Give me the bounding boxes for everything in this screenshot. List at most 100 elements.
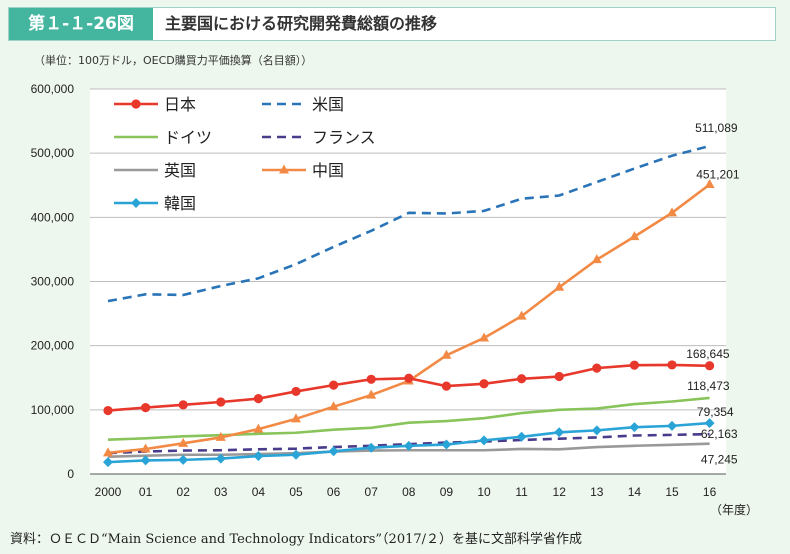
- data-point: [629, 422, 640, 433]
- data-point: [667, 207, 677, 217]
- x-tick-label: 16: [703, 485, 717, 499]
- data-point: [366, 389, 377, 399]
- x-tick-label: 08: [402, 485, 416, 499]
- data-point: [441, 439, 452, 450]
- x-tick-label: 13: [590, 485, 604, 499]
- data-label: 79,354: [697, 405, 734, 419]
- data-point: [178, 437, 189, 447]
- data-point: [328, 401, 339, 411]
- data-point: [178, 454, 189, 465]
- legend-label: 中国: [312, 161, 344, 180]
- data-point: [516, 431, 527, 442]
- x-tick-label: 12: [553, 485, 567, 499]
- data-point: [131, 99, 141, 109]
- data-point: [704, 178, 715, 188]
- data-point: [140, 455, 151, 466]
- x-tick-label: 09: [440, 485, 454, 499]
- data-point: [592, 363, 602, 373]
- data-label: 168,645: [686, 347, 730, 361]
- data-point: [279, 164, 289, 174]
- data-point: [554, 427, 565, 438]
- unit-note: （単位：100万ドル，OECD購買力平価換算（名目額））: [34, 54, 313, 67]
- data-point: [141, 402, 151, 413]
- x-tick-label: 01: [139, 485, 153, 499]
- x-tick-label: 03: [214, 485, 228, 499]
- data-point: [253, 423, 264, 433]
- figure-header: 第１-１-26図 主要国における研究開発費総額の推移: [8, 7, 776, 41]
- y-tick-label: 0: [67, 467, 74, 481]
- data-point: [629, 231, 640, 241]
- x-unit-label: （年度）: [710, 502, 758, 517]
- data-point: [215, 431, 226, 441]
- data-point: [366, 442, 377, 453]
- data-point: [291, 449, 301, 460]
- x-tick-label: 2000: [95, 485, 122, 499]
- data-point: [103, 457, 113, 468]
- data-point: [328, 446, 339, 457]
- data-point: [178, 400, 188, 410]
- legend-label: 英国: [164, 161, 196, 180]
- legend-label: ドイツ: [164, 128, 212, 147]
- data-point: [131, 198, 141, 208]
- legend-label: 米国: [312, 95, 344, 114]
- data-point: [253, 451, 264, 462]
- data-point: [329, 380, 339, 390]
- x-tick-label: 10: [477, 485, 491, 499]
- x-tick-label: 06: [327, 485, 341, 499]
- y-tick-label: 100,000: [31, 403, 75, 417]
- data-label: 118,473: [687, 379, 730, 393]
- y-tick-label: 400,000: [31, 210, 75, 224]
- data-point: [215, 453, 226, 464]
- data-point: [554, 281, 565, 291]
- data-point: [705, 361, 715, 371]
- y-tick-label: 300,000: [31, 275, 75, 289]
- x-tick-label: 02: [177, 485, 191, 499]
- y-tick-label: 200,000: [31, 339, 75, 353]
- data-point: [479, 379, 489, 389]
- data-point: [441, 349, 452, 359]
- series-line: [107, 396, 710, 441]
- y-tick-label: 500,000: [31, 146, 75, 160]
- data-label: 511,089: [695, 121, 738, 135]
- figure-title: 主要国における研究開発費総額の推移: [165, 14, 438, 33]
- data-point: [216, 397, 226, 407]
- data-point: [629, 360, 640, 370]
- data-point: [366, 374, 376, 384]
- data-point: [291, 386, 301, 397]
- data-point: [441, 381, 451, 391]
- data-point: [667, 420, 677, 431]
- series-line: [107, 144, 710, 303]
- data-point: [404, 373, 414, 383]
- legend-label: 韓国: [164, 194, 196, 213]
- data-label: 451,201: [696, 167, 740, 181]
- data-point: [291, 413, 301, 423]
- data-point: [516, 310, 527, 320]
- data-point: [479, 435, 489, 446]
- x-tick-label: 05: [289, 485, 303, 499]
- figure-number: 第１-１-26図: [9, 8, 153, 40]
- data-point: [140, 443, 151, 453]
- data-point: [517, 374, 527, 384]
- data-point: [103, 405, 113, 416]
- data-point: [667, 360, 677, 370]
- x-tick-label: 15: [665, 485, 679, 499]
- data-point: [253, 394, 263, 404]
- data-point: [554, 371, 564, 382]
- data-point: [704, 418, 715, 429]
- x-tick-label: 04: [252, 485, 266, 499]
- data-point: [479, 332, 489, 342]
- data-label: 47,245: [701, 453, 738, 467]
- data-point: [403, 440, 414, 451]
- data-label: 62,163: [701, 427, 738, 441]
- source-note: 資料：ＯＥＣＤ“Main Science and Technology Indi…: [10, 532, 583, 547]
- data-point: [591, 254, 602, 264]
- data-point: [103, 447, 113, 457]
- data-point: [591, 425, 602, 436]
- x-tick-label: 14: [628, 485, 642, 499]
- legend-label: フランス: [312, 128, 376, 147]
- legend-label: 日本: [164, 95, 196, 114]
- y-tick-label: 600,000: [31, 82, 75, 96]
- x-tick-label: 07: [365, 485, 379, 499]
- x-tick-label: 11: [515, 485, 528, 499]
